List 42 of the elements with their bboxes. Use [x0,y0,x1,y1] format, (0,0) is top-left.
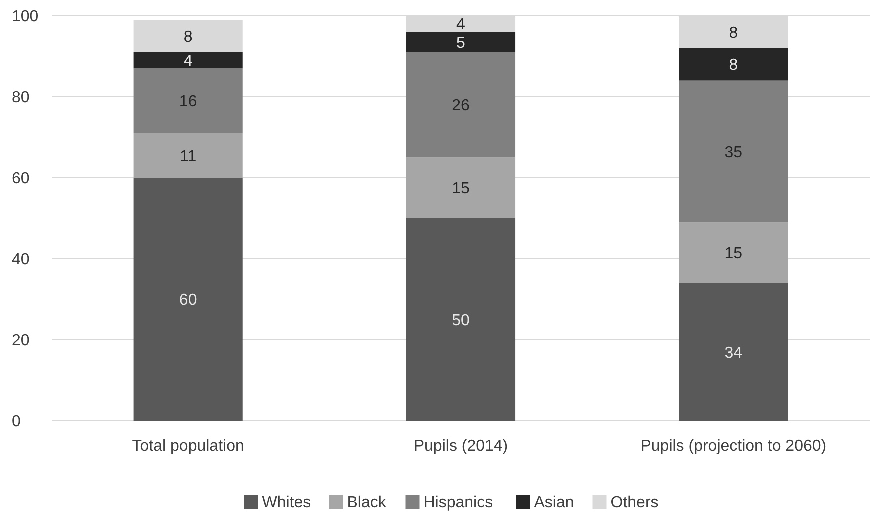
data-label: 60 [179,292,198,310]
bar [679,80,788,223]
bar [134,133,243,178]
data-label: 50 [452,312,470,330]
y-tick-label: 80 [12,90,30,107]
data-label: 15 [724,246,743,263]
bar [406,52,516,158]
data-label: 8 [729,24,738,42]
bar [134,68,243,134]
data-label: 5 [456,34,466,52]
y-tick-label: 20 [12,332,30,350]
bar [134,20,243,52]
data-label: 16 [179,94,198,111]
legend-label: Others [610,494,659,512]
bar [134,178,243,421]
legend-label: Asian [534,494,574,512]
data-label: 4 [184,53,193,70]
x-tick-label: Pupils (2014) [414,438,508,455]
x-tick-label: Total population [132,438,244,455]
y-tick-label: 40 [12,252,30,269]
data-label: 35 [724,144,743,162]
legend-label: Whites [262,494,312,512]
data-label: 8 [184,28,193,46]
bar [679,48,788,81]
data-label: 26 [452,98,470,115]
y-tick-label: 0 [12,414,21,431]
data-label: 4 [456,16,466,34]
data-label: 8 [729,57,738,74]
data-label: 34 [724,344,743,362]
legend-label: Hispanics [424,494,494,512]
bar [134,52,243,69]
bar [406,32,516,52]
data-label: 15 [452,180,470,198]
y-tick-label: 60 [12,170,30,188]
x-tick-label: Pupils (projection to 2060) [640,438,827,455]
legend-label: Black [347,494,388,512]
y-tick-label: 100 [12,8,39,26]
bar [406,158,516,218]
data-label: 11 [180,148,197,166]
bar [679,222,788,284]
bar [406,218,516,421]
bar [679,283,788,421]
